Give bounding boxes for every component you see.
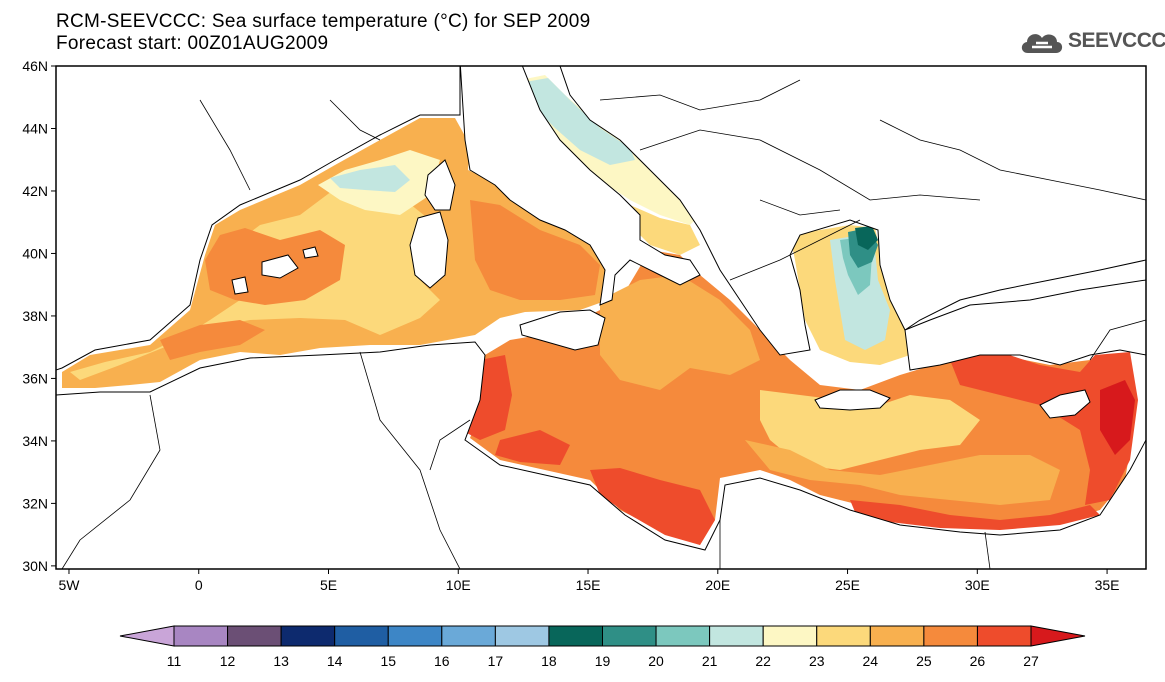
colorbar-swatch: [709, 625, 764, 647]
colorbar-swatch-upper: [1030, 625, 1086, 647]
sst-east-levantine-hot: [950, 352, 1138, 505]
colorbar-label: 17: [488, 653, 504, 669]
lat-tick-label: 40N: [22, 245, 48, 261]
lon-tick-label: 10E: [446, 577, 471, 593]
sst-alboran-warm: [160, 320, 265, 360]
colorbar-swatch-lower: [119, 625, 175, 647]
anatolia: [904, 279, 1146, 371]
colorbar-label: 23: [809, 653, 825, 669]
colorbar-label: 26: [970, 653, 986, 669]
colorbar-swatch: [762, 625, 818, 647]
colorbar-label: 21: [702, 653, 718, 669]
colorbar-label: 13: [273, 653, 289, 669]
logo-text: SEEVCCC: [1068, 29, 1165, 52]
colorbar-swatch: [334, 625, 389, 647]
colorbar-swatch: [280, 625, 336, 647]
lon-tick-label: 5W: [58, 577, 80, 593]
lat-tick-label: 32N: [22, 495, 48, 511]
lon-tick-label: 30E: [965, 577, 990, 593]
north-africa: [56, 341, 1146, 569]
sicily: [519, 309, 606, 351]
mallorca: [261, 254, 299, 279]
lat-tick-label: 42N: [22, 183, 48, 199]
map-plot-area: [56, 66, 1146, 569]
colorbar-swatch: [173, 625, 229, 647]
colorbar-swatch: [602, 625, 657, 647]
cloud-icon: [1021, 34, 1063, 53]
sst-egypt-coast-hot: [850, 500, 1100, 530]
colorbar-swatch: [494, 625, 550, 647]
map-frame: [55, 65, 1147, 570]
latitude-axis: 30N 32N 34N 36N 38N 40N 42N 44N 46N: [22, 58, 56, 574]
sardinia: [409, 211, 449, 289]
iberia: [56, 66, 461, 371]
map-title: RCM-SEEVCCC: Sea surface temperature (°C…: [56, 11, 591, 32]
sst-gulf-of-lion-core: [330, 165, 410, 192]
sst-north-adriatic: [525, 78, 635, 165]
land-masks: [56, 66, 1146, 569]
corsica: [424, 159, 456, 211]
sst-ionian-band: [600, 275, 760, 390]
seevccc-logo: SEEVCCC: [1018, 26, 1165, 60]
colorbar-swatch: [869, 625, 925, 647]
colorbar-swatch: [816, 625, 871, 647]
colorbar-label: 15: [380, 653, 396, 669]
colorbar-swatch: [976, 625, 1032, 647]
sst-tyrrhenian: [470, 200, 600, 300]
sst-dardanelles-core: [855, 226, 878, 250]
lon-tick-label: 15E: [576, 577, 601, 593]
sst-levantine-cool-band: [760, 390, 980, 470]
lon-tick-label: 35E: [1095, 577, 1120, 593]
sst-gulf-of-sidra: [590, 468, 715, 545]
sst-hottest-core: [1100, 380, 1135, 455]
crete: [814, 389, 891, 411]
colorbar-swatch: [655, 625, 711, 647]
sst-levantine-mid: [745, 440, 1060, 505]
colorbar-label: 27: [1023, 653, 1039, 669]
colorbar-label: 18: [541, 653, 557, 669]
colorbar-swatch: [441, 625, 496, 647]
lat-tick-label: 44N: [22, 120, 48, 136]
cyprus: [1039, 389, 1091, 419]
lon-tick-label: 0: [195, 577, 203, 593]
lat-tick-label: 34N: [22, 433, 48, 449]
lon-tick-label: 20E: [705, 577, 730, 593]
menorca: [302, 246, 319, 259]
ibiza: [231, 276, 249, 295]
colorbar-label: 19: [595, 653, 611, 669]
colorbar-swatch: [227, 625, 282, 647]
colorbar-label: 22: [755, 653, 771, 669]
colorbar-label: 12: [220, 653, 236, 669]
map-subtitle: Forecast start: 00Z01AUG2009: [56, 33, 329, 54]
colorbar-swatch: [548, 625, 603, 647]
colorbar-label: 16: [434, 653, 450, 669]
lat-tick-label: 38N: [22, 308, 48, 324]
sst-libyan-coast-hot: [495, 430, 570, 465]
sst-gulf-of-gabes: [465, 355, 512, 440]
colorbar-label: 14: [327, 653, 343, 669]
lon-tick-label: 25E: [835, 577, 860, 593]
lat-tick-label: 30N: [22, 558, 48, 574]
colorbar-label: 24: [863, 653, 879, 669]
colorbar-swatch: [387, 625, 443, 647]
country-borders: [61, 79, 1146, 569]
lat-tick-label: 36N: [22, 370, 48, 386]
lon-tick-label: 5E: [320, 577, 337, 593]
colorbar-label: 20: [648, 653, 664, 669]
longitude-axis: 5W 0 5E 10E 15E 20E 25E 30E 35E: [58, 569, 1120, 593]
colorbar-label: 25: [916, 653, 932, 669]
colorbar-label: 11: [167, 653, 182, 669]
colorbar-swatch: [923, 625, 978, 647]
sst-south-adriatic: [630, 205, 700, 255]
lat-tick-label: 46N: [22, 58, 48, 74]
italy-mainland: [459, 66, 701, 306]
colorbar: 11 12 13 14 15 16 17 18 19 20 21 22 23 24 25 26 27: [119, 625, 1086, 669]
